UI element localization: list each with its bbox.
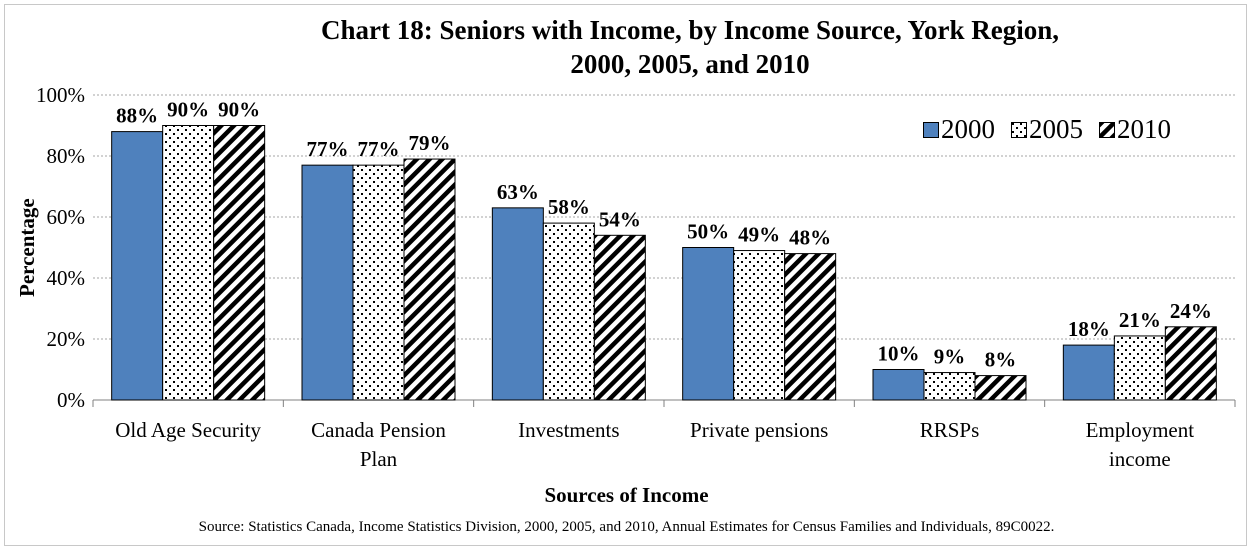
x-tick-label: Private pensions — [690, 418, 828, 442]
data-label: 54% — [599, 207, 641, 231]
legend-item-2005: 2005 — [1011, 114, 1083, 145]
data-label: 77% — [307, 137, 349, 161]
data-label: 50% — [687, 220, 729, 244]
bar-2000 — [682, 247, 735, 401]
data-label: 24% — [1170, 299, 1212, 323]
legend-swatch-stripes — [1099, 121, 1115, 138]
data-label: 8% — [985, 348, 1017, 372]
bar-2010 — [974, 375, 1027, 401]
data-label: 88% — [116, 104, 158, 128]
y-tick-label: 0% — [57, 388, 85, 412]
legend-item-2010: 2010 — [1099, 114, 1171, 145]
source-note: Source: Statistics Canada, Income Statis… — [198, 519, 1055, 535]
bar-2010 — [593, 234, 646, 401]
data-label: 49% — [738, 223, 780, 247]
bar-2005 — [923, 372, 976, 401]
chart-title-line-1: Chart 18: Seniors with Income, by Income… — [321, 15, 1059, 45]
legend-item-2000: 2000 — [923, 114, 995, 145]
bar-2005 — [542, 222, 595, 401]
data-label: 10% — [878, 342, 920, 366]
data-label: 48% — [789, 226, 831, 250]
bar-2000 — [301, 164, 354, 401]
x-tick-label: RRSPs — [920, 418, 980, 442]
bar-2010 — [784, 253, 837, 401]
data-label: 90% — [218, 98, 260, 122]
bar-2005 — [352, 164, 405, 401]
bar-2005 — [162, 125, 215, 401]
x-tick-label: Canada Pension — [311, 418, 446, 442]
data-label: 90% — [167, 98, 209, 122]
legend-label-2010: 2010 — [1117, 114, 1171, 144]
chart-legend: 2000 2005 2010 — [923, 114, 1171, 145]
data-label: 18% — [1068, 317, 1110, 341]
legend-label-2005: 2005 — [1029, 114, 1083, 144]
legend-swatch-dots — [1011, 121, 1027, 138]
y-tick-label: 40% — [47, 266, 86, 290]
bar-2010 — [403, 158, 456, 401]
bar-2010 — [213, 125, 266, 401]
legend-swatch-solid — [923, 121, 939, 138]
x-tick-label: Investments — [518, 418, 619, 442]
y-tick-label: 80% — [47, 144, 86, 168]
data-label: 9% — [934, 345, 966, 369]
y-tick-label: 20% — [47, 327, 86, 351]
x-tick-label: Employment — [1086, 418, 1195, 442]
bar-2000 — [872, 369, 925, 401]
bar-2000 — [111, 131, 164, 401]
data-label: 21% — [1119, 308, 1161, 332]
legend-label-2000: 2000 — [941, 114, 995, 144]
data-label: 77% — [358, 137, 400, 161]
x-tick-label: Plan — [360, 447, 398, 471]
x-tick-label: Old Age Security — [115, 418, 261, 442]
chart-title-line-2: 2000, 2005, and 2010 — [570, 49, 810, 79]
data-label: 58% — [548, 195, 590, 219]
data-label: 63% — [497, 180, 539, 204]
bar-2010 — [1164, 326, 1217, 401]
bar-2005 — [733, 250, 786, 401]
y-axis-label: Percentage — [15, 198, 39, 297]
y-tick-label: 60% — [47, 205, 86, 229]
bar-2005 — [1113, 335, 1166, 401]
data-label: 79% — [409, 131, 451, 155]
bar-2000 — [1062, 344, 1115, 401]
x-axis-label: Sources of Income — [544, 483, 709, 507]
bar-2000 — [491, 207, 544, 401]
x-tick-label: income — [1109, 447, 1171, 471]
y-tick-label: 100% — [36, 83, 85, 107]
